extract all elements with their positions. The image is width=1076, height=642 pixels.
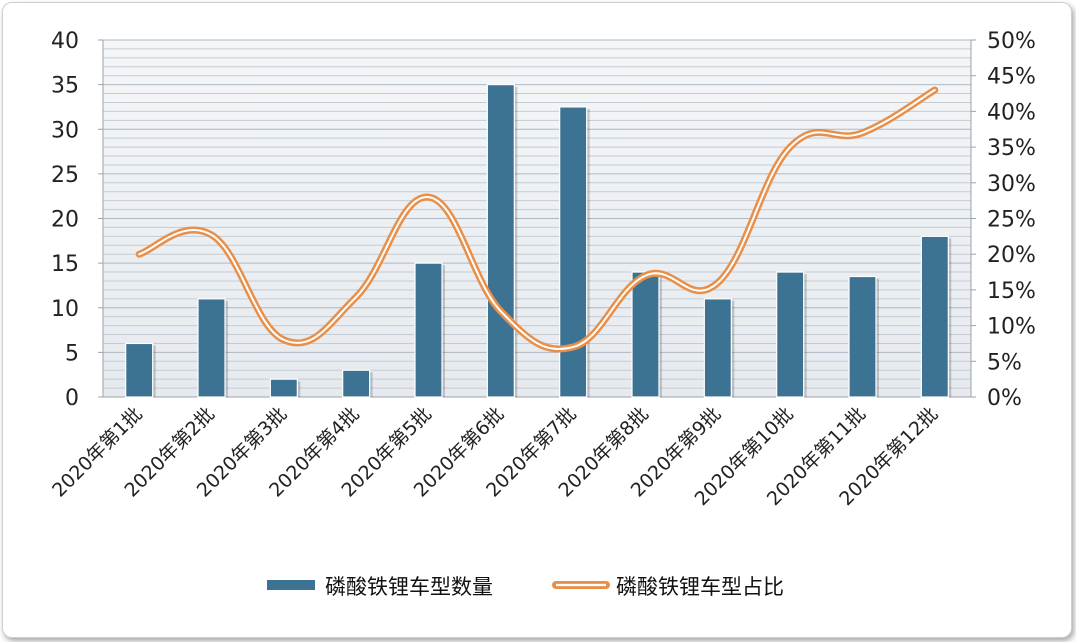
bar bbox=[920, 235, 949, 398]
legend-box bbox=[227, 561, 843, 611]
left-tick-label: 30 bbox=[51, 118, 79, 143]
right-tick-label: 45% bbox=[987, 65, 1036, 90]
right-tick-label: 5% bbox=[987, 350, 1022, 375]
bar bbox=[776, 271, 805, 398]
left-axis: 0 5 10 15 20 25 30 35 40 bbox=[51, 29, 103, 411]
bar bbox=[703, 298, 732, 398]
legend-bar-swatch bbox=[267, 580, 315, 590]
bar bbox=[269, 378, 298, 398]
left-tick-label: 10 bbox=[51, 297, 79, 322]
gridlines bbox=[102, 39, 972, 398]
left-tick-label: 40 bbox=[51, 29, 79, 54]
legend: 磷酸铁锂车型数量 磷酸铁锂车型占比 bbox=[227, 561, 843, 611]
legend-bar-label: 磷酸铁锂车型数量 bbox=[325, 575, 493, 599]
right-tick-label: 30% bbox=[987, 172, 1036, 197]
right-tick-label: 20% bbox=[987, 243, 1036, 268]
bar-series bbox=[125, 84, 952, 398]
left-tick-label: 35 bbox=[51, 74, 79, 99]
right-tick-label: 15% bbox=[987, 279, 1036, 304]
right-tick-label: 35% bbox=[987, 136, 1036, 161]
bar bbox=[559, 106, 588, 398]
bar bbox=[631, 271, 660, 398]
right-tick-label: 50% bbox=[987, 29, 1036, 54]
line-series bbox=[135, 86, 939, 353]
left-tick-label: 5 bbox=[65, 341, 79, 366]
bar bbox=[848, 275, 877, 398]
x-axis-labels: 2020年第1批2020年第2批2020年第3批2020年第4批2020年第5批… bbox=[48, 403, 942, 510]
bar bbox=[125, 342, 154, 398]
chart-svg: 0 5 10 15 20 25 30 35 40 0% 5% 10% 15% 20% 25% 30% 35% 4… bbox=[48, 29, 1036, 611]
left-tick-label: 20 bbox=[51, 208, 79, 233]
right-tick-label: 25% bbox=[987, 208, 1036, 233]
bar bbox=[486, 84, 515, 398]
bar bbox=[342, 369, 371, 398]
right-tick-label: 40% bbox=[987, 100, 1036, 125]
legend-line-label: 磷酸铁锂车型占比 bbox=[616, 575, 784, 599]
right-tick-label: 0% bbox=[987, 386, 1022, 411]
left-tick-label: 0 bbox=[65, 386, 79, 411]
right-axis: 0% 5% 10% 15% 20% 25% 30% 35% 40% 45% 50% bbox=[971, 29, 1036, 411]
bar bbox=[197, 298, 226, 398]
bar bbox=[414, 262, 443, 398]
left-tick-label: 25 bbox=[51, 163, 79, 188]
right-tick-label: 10% bbox=[987, 315, 1036, 340]
left-tick-label: 15 bbox=[51, 252, 79, 277]
